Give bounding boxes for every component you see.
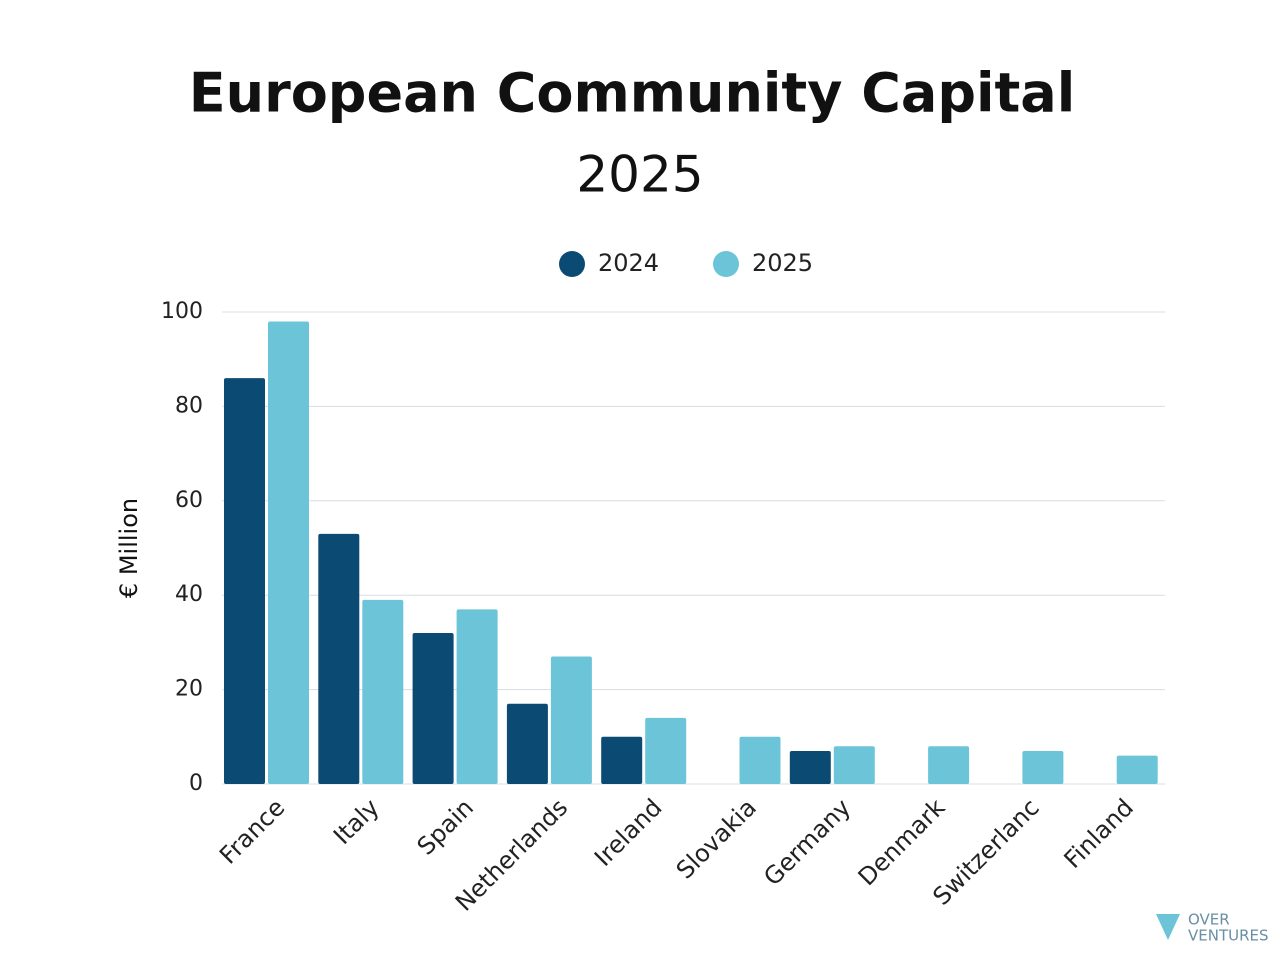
bar — [1116, 755, 1158, 784]
bar — [550, 656, 592, 784]
bar — [506, 703, 548, 784]
bar — [928, 746, 970, 784]
y-axis-label: € Million — [115, 498, 143, 598]
x-tick-label: Italy — [328, 793, 385, 850]
x-tick-label: France — [214, 793, 290, 869]
x-tick-label: Slovakia — [671, 793, 762, 884]
y-tick-label: 60 — [175, 488, 203, 513]
x-tick-label: Denmark — [853, 793, 951, 891]
bar — [645, 717, 687, 784]
logo: OVER VENTURES — [1156, 911, 1269, 945]
y-tick-label: 20 — [175, 677, 203, 702]
legend-marker — [713, 251, 739, 277]
x-tick-label: Ireland — [589, 793, 667, 871]
legend-marker — [559, 251, 585, 277]
y-tick-label: 0 — [189, 771, 203, 796]
bar — [456, 609, 498, 784]
bar — [601, 736, 643, 784]
chart-title: European Community Capital — [189, 62, 1076, 125]
bar — [739, 736, 781, 784]
chart-subtitle: 2025 — [576, 146, 703, 204]
y-tick-label: 40 — [175, 582, 203, 607]
bar — [1022, 750, 1064, 784]
x-tick-label: Germany — [758, 793, 856, 891]
logo-icon — [1156, 914, 1180, 940]
bar — [268, 321, 309, 784]
bar — [318, 533, 360, 784]
bar — [224, 378, 265, 784]
legend-label: 2025 — [752, 249, 813, 277]
logo-text: OVER — [1188, 911, 1230, 929]
legend-label: 2024 — [598, 249, 659, 277]
y-tick-label: 100 — [161, 299, 203, 324]
x-tick-label: Spain — [412, 793, 479, 860]
bar — [362, 599, 404, 784]
bar — [789, 750, 831, 784]
y-tick-label: 80 — [175, 393, 203, 418]
logo-text: VENTURES — [1188, 927, 1269, 945]
bar — [412, 632, 454, 784]
bar — [833, 746, 875, 784]
x-tick-label: Finland — [1059, 793, 1139, 873]
